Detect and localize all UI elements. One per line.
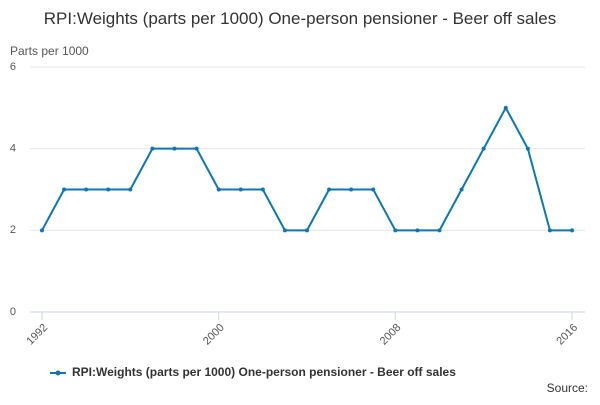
point (481, 146, 486, 151)
point (349, 187, 354, 192)
point (503, 105, 508, 110)
point (62, 187, 67, 192)
y-tick-label: 0 (10, 306, 16, 318)
point (437, 228, 442, 233)
x-tick-label: 2016 (554, 322, 580, 348)
chart-title: RPI:Weights (parts per 1000) One-person … (43, 9, 557, 28)
point (216, 187, 221, 192)
point (282, 228, 287, 233)
legend-label: RPI:Weights (parts per 1000) One-person … (72, 365, 456, 379)
point (106, 187, 111, 192)
point (415, 228, 420, 233)
point (393, 228, 398, 233)
point (194, 146, 199, 151)
point (371, 187, 376, 192)
y-tick-label: 6 (10, 61, 16, 73)
y-tick-label: 2 (10, 224, 16, 236)
y-tick-label: 4 (10, 143, 16, 155)
x-tick-label: 2008 (378, 322, 404, 348)
point (128, 187, 133, 192)
y-axis-label: Parts per 1000 (10, 44, 89, 58)
x-tick-label: 2000 (201, 322, 227, 348)
legend-marker (55, 370, 61, 376)
point (260, 187, 265, 192)
point (150, 146, 155, 151)
point (305, 228, 309, 233)
line (41, 105, 572, 232)
x-tick-label: 1992 (24, 322, 50, 348)
source: Source: (547, 381, 588, 395)
point (172, 146, 177, 151)
point (238, 187, 243, 192)
point (84, 187, 89, 192)
point (525, 146, 530, 151)
point (547, 228, 552, 233)
point (459, 187, 464, 192)
point (570, 228, 574, 233)
point (327, 187, 332, 192)
point (40, 228, 44, 233)
